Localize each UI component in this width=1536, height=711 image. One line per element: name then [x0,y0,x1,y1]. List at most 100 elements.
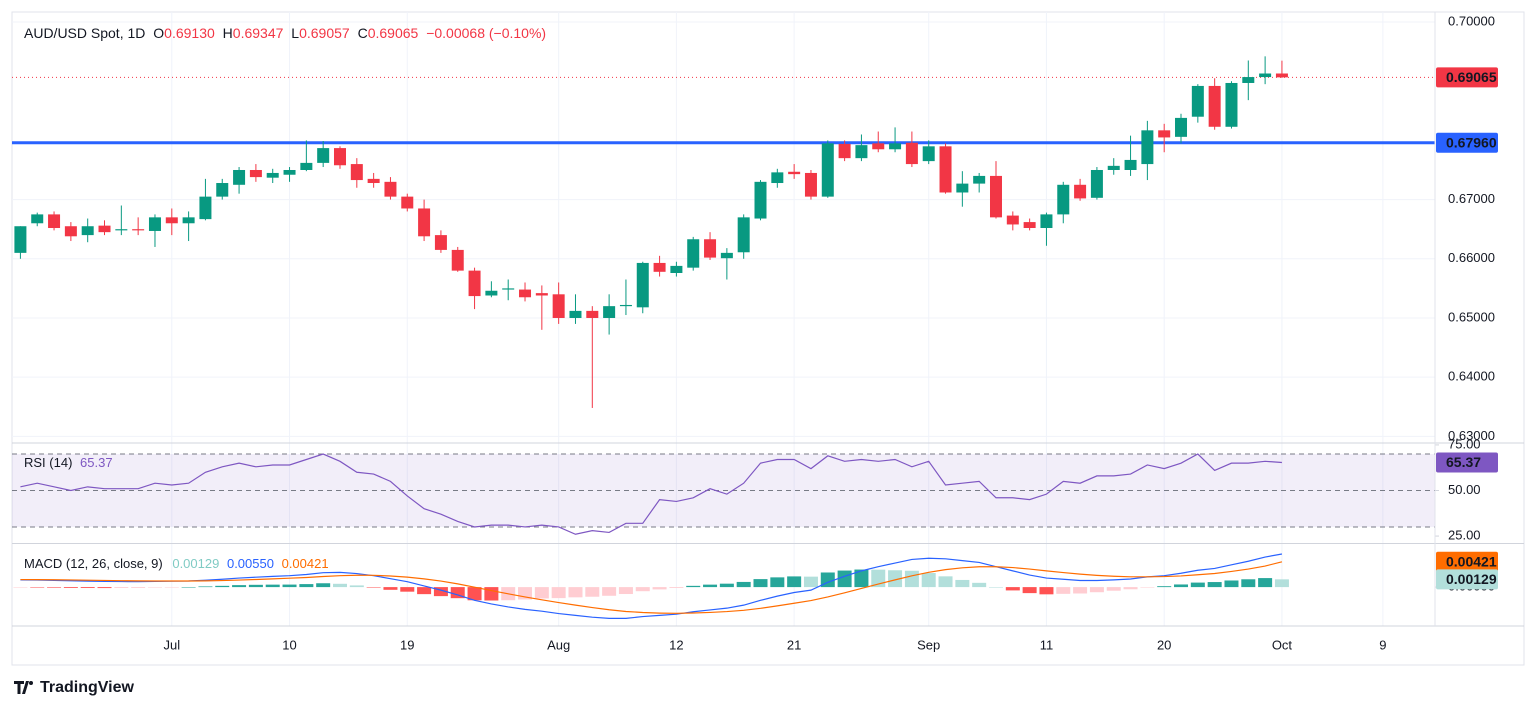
histogram-bar [232,585,247,588]
candle-body [670,265,683,273]
histogram-bar [13,587,28,588]
histogram-bar [131,587,146,588]
histogram-bar [988,587,1003,588]
histogram-bar [248,584,263,588]
legend-value: 0.69130 [164,25,215,41]
symbol: AUD/USD Spot, 1D [24,25,145,41]
histogram-bar [635,587,650,592]
histogram-bar [383,587,398,590]
candle-body [687,239,700,268]
histogram-bar [602,587,617,596]
candle-body [889,143,902,150]
candle-body [199,196,212,220]
histogram-bar [1073,587,1088,594]
x-tick-label: 19 [400,637,414,652]
candle-body [249,169,262,178]
histogram-bar [753,579,768,588]
histogram-bar [719,583,734,588]
histogram-bar [282,584,297,588]
legend-value: 0.69065 [368,25,419,41]
histogram-bar [332,583,347,588]
histogram-bar [803,576,818,588]
candle-body [922,146,935,162]
histogram-bar [47,587,62,588]
histogram-bar [1241,579,1256,588]
candle-body [216,183,229,197]
y-tick-label: 0.70000 [1448,13,1495,28]
histogram-bar [97,587,112,589]
candle-body [1107,165,1120,170]
marks [12,56,1435,619]
macd-line [20,553,1283,619]
candle-body [636,262,649,308]
candle-body [653,262,666,272]
y-tick-label: 0.63000 [1448,428,1495,443]
candle-body [1175,117,1188,137]
histogram-bar [938,576,953,588]
candle-body [1057,184,1070,215]
candle-body [552,294,565,318]
histogram-bar [618,587,633,595]
histogram-bar [1224,580,1239,588]
grid [12,12,1439,626]
price-label-box [1436,67,1498,88]
logo-mark [14,681,29,694]
candle-body [939,146,952,193]
y-tick-label: 25.00 [1448,528,1481,543]
y-tick-label: 0.67000 [1448,191,1495,206]
histogram-bar [265,584,280,588]
histogram-bar [114,587,129,589]
legend-key: C [358,25,368,41]
candle-body [1124,159,1137,170]
histogram-bar [164,587,179,588]
candle-body [401,196,414,209]
histogram-bar [955,579,970,588]
candle-body [333,148,346,166]
histogram-bar [433,587,448,597]
candle-body [350,164,363,181]
brand: TradingView [40,679,135,696]
histogram-bar [1140,587,1155,588]
histogram-bar [1106,587,1121,591]
histogram-bar [1190,582,1205,588]
candle-body [434,235,447,250]
candle-body [788,171,801,175]
candle-body [603,306,616,318]
candle-body [905,142,918,165]
macd-legend: MACD (12, 26, close, 9) 0.00129 0.00550 … [24,556,329,571]
candle-body [1275,73,1288,78]
price-label-box [1436,132,1498,153]
rsi-value: 65.37 [80,455,113,470]
rsi-title: RSI (14) [24,455,72,470]
candle-body [1090,169,1103,198]
candle-body [1225,82,1238,127]
x-tick-label: 20 [1157,637,1171,652]
candle-body [300,162,313,170]
candle-body [485,290,498,296]
candle-body [384,181,397,197]
candle-body [519,289,532,298]
histogram-bar [1022,587,1037,594]
histogram-bar [1157,586,1172,588]
histogram-value: 0.00129 [172,556,219,571]
histogram-bar [837,570,852,588]
x-tick-label: 21 [787,637,801,652]
histogram-bar [551,587,566,599]
rsi-legend: RSI (14) 65.37 [24,455,113,470]
legend-value: 0.69347 [233,25,284,41]
histogram-bar [1207,582,1222,588]
price-label: 0.69065 [1446,69,1497,85]
histogram-bar [147,587,162,588]
candle-body [317,148,330,163]
histogram-bar [652,587,667,590]
histogram-bar [30,587,45,588]
candle-body [451,249,464,271]
candle-body [182,217,195,224]
candle-body [1006,215,1019,225]
histogram-bar [400,587,415,592]
candle-body [31,214,44,224]
candle-body [569,310,582,318]
legend-key: O [153,25,164,41]
legend-key: H [223,25,233,41]
macd-value: 0.00550 [227,556,274,571]
